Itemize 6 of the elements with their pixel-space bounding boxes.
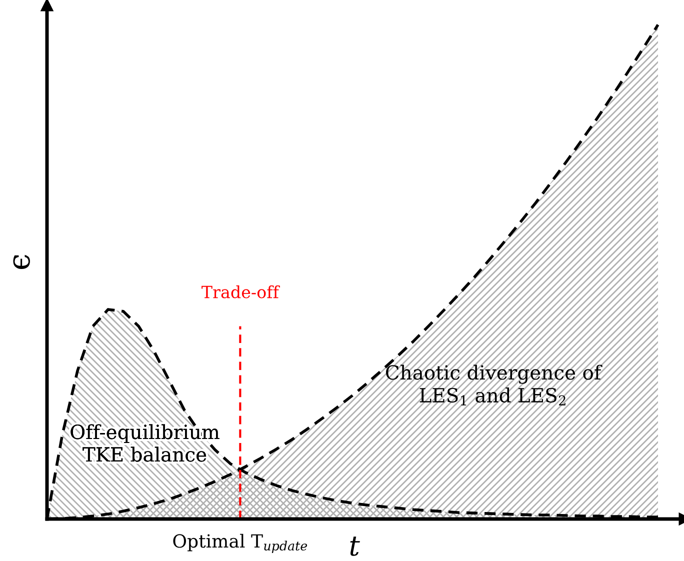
text: Optimal T$_{update}$ <box>173 534 308 553</box>
y-axis-title: ϵ <box>13 254 30 270</box>
annotation: Off-equilibrium TKE balance <box>70 424 220 462</box>
annotation: Chaotic divergence of LES$_{1}$ and LES$_{2}$ <box>386 364 602 406</box>
annotation: Trade-off <box>202 285 280 298</box>
x-axis-title: t <box>350 536 360 556</box>
